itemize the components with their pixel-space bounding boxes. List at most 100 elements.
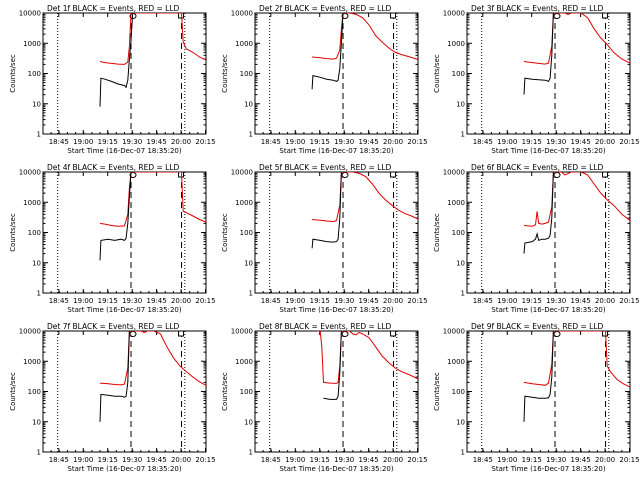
y-tick-label: 1 <box>461 131 465 139</box>
state-marker-circle <box>553 172 561 178</box>
panel-title: Det 2f BLACK = Events, RED = LLD <box>259 4 392 13</box>
y-tick-label: 100 <box>28 70 41 78</box>
x-axis-label: Start Time (16-Dec-07 18:35:20) <box>491 147 605 155</box>
y-tick-label: 100 <box>240 229 253 237</box>
x-tick-label: 20:15 <box>407 138 427 146</box>
x-axis-label: Start Time (16-Dec-07 18:35:20) <box>67 465 181 473</box>
y-tick-label: 100 <box>28 229 41 237</box>
y-axis-label: Counts/sec <box>433 372 441 411</box>
x-tick-label: 20:15 <box>619 456 639 464</box>
state-marker-circle <box>341 172 349 178</box>
x-tick-label: 20:00 <box>383 456 403 464</box>
x-tick-label: 18:45 <box>473 138 493 146</box>
y-axis-label: Counts/sec <box>221 372 229 411</box>
series-lld-red <box>312 13 418 60</box>
x-tick-label: 19:30 <box>334 456 354 464</box>
x-tick-label: 19:15 <box>522 297 542 305</box>
x-tick-label: 19:00 <box>285 456 305 464</box>
y-tick-label: 10000 <box>19 169 41 177</box>
x-tick-label: 19:30 <box>546 297 566 305</box>
y-tick-label: 10 <box>32 418 41 426</box>
panel-title: Det 6f BLACK = Events, RED = LLD <box>471 163 604 172</box>
y-tick-label: 10 <box>456 418 465 426</box>
panel-det1: Det 1f BLACK = Events, RED = LLD 1 10 100 10… <box>9 4 216 155</box>
y-tick-label: 1000 <box>447 199 465 207</box>
y-tick-label: 1 <box>461 449 465 457</box>
y-axis-label: Counts/sec <box>9 372 17 411</box>
x-axis-label: Start Time (16-Dec-07 18:35:20) <box>491 306 605 314</box>
x-axis-label: Start Time (16-Dec-07 18:35:20) <box>279 147 393 155</box>
state-marker-square <box>178 330 185 337</box>
x-tick-label: 18:45 <box>49 297 69 305</box>
x-tick-label: 19:00 <box>73 297 93 305</box>
panel-det5: Det 5f BLACK = Events, RED = LLD 1 10 100 10… <box>221 163 428 314</box>
y-axis-label: Counts/sec <box>433 54 441 93</box>
x-tick-label: 18:45 <box>49 456 69 464</box>
x-tick-label: 19:00 <box>285 138 305 146</box>
series-lld-red <box>316 331 418 384</box>
x-tick-label: 20:00 <box>171 456 191 464</box>
y-tick-label: 10000 <box>443 328 465 336</box>
x-tick-label: 19:00 <box>497 456 517 464</box>
x-tick-label: 20:15 <box>195 297 215 305</box>
x-tick-label: 20:00 <box>595 456 615 464</box>
panel-title: Det 5f BLACK = Events, RED = LLD <box>259 163 392 172</box>
x-tick-label: 19:15 <box>522 138 542 146</box>
x-tick-label: 20:00 <box>383 138 403 146</box>
panel-det3: Det 3f BLACK = Events, RED = LLD 1 10 100 10… <box>433 4 640 155</box>
x-axis-label: Start Time (16-Dec-07 18:35:20) <box>67 147 181 155</box>
x-tick-label: 20:15 <box>407 456 427 464</box>
state-marker-square <box>390 12 397 19</box>
y-tick-label: 10000 <box>443 169 465 177</box>
y-tick-label: 1000 <box>235 40 253 48</box>
y-tick-label: 1 <box>37 449 41 457</box>
y-tick-label: 1000 <box>23 199 41 207</box>
series-events-black <box>311 172 342 249</box>
series-events-black <box>99 331 130 422</box>
panel-det4: Det 4f BLACK = Events, RED = LLD 1 10 100 10… <box>9 163 216 314</box>
x-axis-label: Start Time (16-Dec-07 18:35:20) <box>279 465 393 473</box>
y-tick-label: 1000 <box>447 40 465 48</box>
x-tick-label: 20:00 <box>595 297 615 305</box>
series-events-black <box>99 172 132 261</box>
panel-det7: Det 7f BLACK = Events, RED = LLD 1 10 100 10… <box>9 322 216 473</box>
series-lld-red <box>523 13 630 65</box>
panel-title: Det 7f BLACK = Events, RED = LLD <box>47 322 180 331</box>
series-lld-red <box>523 331 630 388</box>
panel-det6: Det 6f BLACK = Events, RED = LLD 1 10 100 10… <box>433 163 640 314</box>
series-events-black <box>311 13 344 90</box>
x-tick-label: 19:15 <box>310 456 330 464</box>
y-tick-label: 1 <box>249 290 253 298</box>
series-events-black <box>523 13 554 95</box>
series-events-black <box>523 331 554 422</box>
panel-det9: Det 9f BLACK = Events, RED = LLD 1 10 100 10… <box>433 322 640 473</box>
panel-det2: Det 2f BLACK = Events, RED = LLD 1 10 100 10… <box>221 4 428 155</box>
x-tick-label: 19:15 <box>310 138 330 146</box>
x-tick-label: 18:45 <box>261 297 281 305</box>
x-tick-label: 19:45 <box>147 456 167 464</box>
y-tick-label: 1000 <box>235 199 253 207</box>
x-tick-label: 19:30 <box>122 138 142 146</box>
x-tick-label: 19:00 <box>497 138 517 146</box>
x-tick-label: 20:00 <box>171 138 191 146</box>
x-tick-label: 18:45 <box>261 456 281 464</box>
series-lld-red <box>99 13 206 65</box>
y-tick-label: 1 <box>37 131 41 139</box>
y-axis-label: Counts/sec <box>433 213 441 252</box>
x-tick-label: 20:15 <box>195 138 215 146</box>
x-tick-label: 19:30 <box>122 456 142 464</box>
series-lld-red <box>312 172 418 223</box>
x-tick-label: 19:00 <box>497 297 517 305</box>
x-tick-label: 19:45 <box>147 138 167 146</box>
state-marker-circle <box>129 331 137 337</box>
x-tick-label: 19:30 <box>334 138 354 146</box>
y-tick-label: 10000 <box>231 10 253 18</box>
x-tick-label: 19:15 <box>98 297 118 305</box>
y-tick-label: 10 <box>32 259 41 267</box>
y-axis-label: Counts/sec <box>221 213 229 252</box>
y-tick-label: 1000 <box>235 358 253 366</box>
y-axis-label: Counts/sec <box>9 213 17 252</box>
x-tick-label: 19:00 <box>285 297 305 305</box>
series-events-black <box>523 172 554 254</box>
state-marker-circle <box>341 331 349 337</box>
